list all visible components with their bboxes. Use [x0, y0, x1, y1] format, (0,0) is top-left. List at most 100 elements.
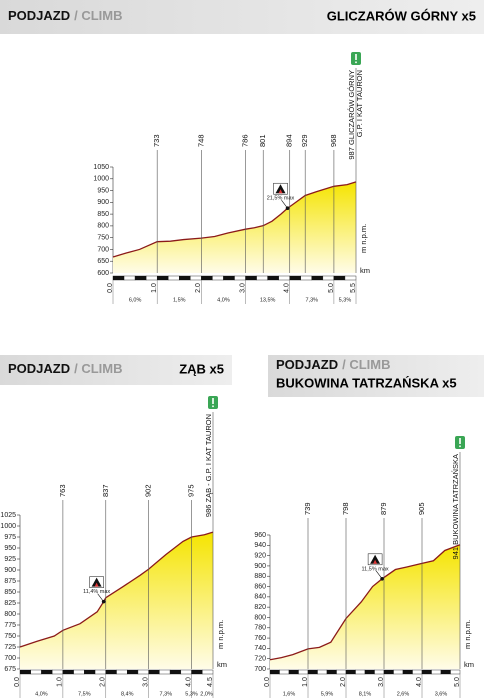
km-strip	[421, 669, 432, 675]
summit-flag-dot	[355, 61, 357, 64]
summit-flag-dot	[212, 405, 214, 408]
y-tick-label: 950	[97, 187, 109, 194]
header-title: ZĄB x5	[179, 361, 224, 376]
km-strip	[278, 275, 290, 281]
header-title: GLICZARÓW GÓRNY x5	[327, 8, 476, 23]
km-strip	[190, 275, 202, 281]
y-tick-label: 700	[97, 246, 109, 253]
max-leader	[375, 570, 383, 579]
km-strip	[383, 669, 394, 675]
header-label: PODJAZD / CLIMB	[8, 361, 123, 376]
gradient-label: 13,5%	[260, 297, 276, 303]
km-strip	[159, 669, 171, 675]
max-label: 21,5% max	[267, 196, 295, 202]
header-bar	[268, 355, 484, 397]
km-strip	[412, 669, 423, 675]
km-strip	[116, 669, 128, 675]
gradient-label: 1,6%	[283, 691, 296, 697]
km-strip	[322, 275, 335, 281]
km-strip	[431, 669, 442, 675]
y-tick-label: 800	[97, 223, 109, 230]
gradient-label: 3,6%	[435, 691, 448, 697]
y-tick-label: 920	[254, 552, 266, 559]
y-tick-label: 725	[4, 644, 16, 651]
marker-label: 968	[329, 134, 338, 147]
x-tick-label: 5.0	[454, 677, 461, 687]
summit-flag-mark	[459, 438, 461, 444]
header-label: PODJAZD / CLIMB	[276, 357, 391, 372]
y-axis-label: m n.p.m.	[216, 620, 225, 649]
y-tick-label: 650	[97, 258, 109, 265]
y-tick-label: 700	[254, 666, 266, 673]
km-strip	[105, 669, 117, 675]
km-strip	[112, 275, 125, 281]
profile-line	[19, 531, 214, 648]
km-strip	[180, 669, 192, 675]
gradient-label: 7,5%	[78, 691, 91, 697]
x-tick-label: 3.0	[378, 677, 385, 687]
km-strip	[127, 669, 139, 675]
header-label-text: PODJAZD	[276, 357, 338, 372]
max-leader	[97, 593, 104, 602]
km-strip	[279, 669, 290, 675]
x-tick-label: 1.0	[57, 677, 64, 687]
profile-area	[113, 181, 356, 273]
y-axis-label: m n.p.m.	[463, 620, 472, 649]
km-strip	[94, 669, 106, 675]
km-strip	[267, 275, 279, 281]
km-strip	[317, 669, 328, 675]
km-strip	[311, 275, 324, 281]
km-strip	[84, 669, 96, 675]
profile-line	[112, 181, 357, 258]
header-title: BUKOWINA TATRZAŃSKA x5	[276, 375, 457, 390]
marker-label: 798	[341, 502, 350, 515]
marker-label: 902	[144, 484, 153, 497]
x-tick-label: 0.0	[264, 677, 271, 687]
marker-label: 801	[258, 134, 267, 147]
summit-sublabel: G.P. I KAT TAURON	[355, 70, 364, 137]
y-tick-label: 775	[4, 622, 16, 629]
y-axis-label: m n.p.m.	[359, 224, 368, 253]
marker-label: 879	[379, 502, 388, 515]
y-tick-label: 750	[97, 235, 109, 242]
gradient-label: 5,3%	[339, 297, 352, 303]
gradient-label: 2,6%	[397, 691, 410, 697]
y-tick-label: 1025	[0, 512, 16, 519]
marker-label: 975	[187, 484, 196, 497]
y-tick-label: 960	[254, 532, 266, 539]
y-tick-label: 975	[4, 534, 16, 541]
gradient-label: 8,1%	[359, 691, 372, 697]
km-strip	[179, 275, 191, 281]
y-tick-label: 1050	[93, 164, 109, 171]
y-tick-label: 800	[4, 611, 16, 618]
km-strip	[374, 669, 385, 675]
x-axis-label: km	[360, 266, 370, 275]
km-strip	[168, 275, 180, 281]
y-tick-label: 720	[254, 656, 266, 663]
km-strip	[30, 669, 42, 675]
km-strip	[123, 275, 136, 281]
km-strip	[269, 669, 280, 675]
x-tick-label: 2.0	[340, 677, 347, 687]
km-strip	[355, 669, 366, 675]
km-strip	[402, 669, 413, 675]
gradient-label: 7,3%	[160, 691, 173, 697]
max-icon-triangle	[275, 184, 286, 194]
km-strip	[288, 669, 299, 675]
marker-label: 733	[152, 134, 161, 147]
y-tick-label: 820	[254, 604, 266, 611]
km-strip	[145, 275, 158, 281]
max-leader	[281, 200, 288, 209]
y-tick-label: 760	[254, 635, 266, 642]
gradient-label: 5,3%	[185, 691, 198, 697]
profile-area	[20, 532, 213, 669]
max-icon-stripe	[94, 582, 99, 587]
y-tick-label: 1000	[0, 523, 16, 530]
x-tick-label: 2.0	[100, 677, 107, 687]
y-tick-label: 850	[97, 211, 109, 218]
y-tick-label: 750	[4, 633, 16, 640]
km-strip	[256, 275, 268, 281]
km-strip	[73, 669, 85, 675]
y-tick-label: 900	[97, 199, 109, 206]
header-sublabel: / CLIMB	[74, 8, 122, 23]
